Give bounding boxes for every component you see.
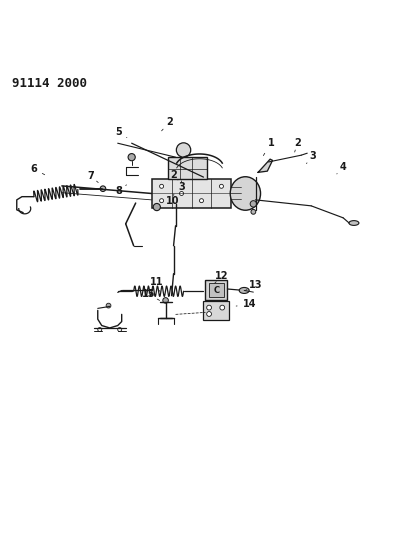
Text: 3: 3 [310,151,316,160]
Text: 3: 3 [178,182,185,192]
FancyBboxPatch shape [203,301,229,320]
Text: 2: 2 [170,169,177,180]
Circle shape [160,184,164,188]
Circle shape [219,184,223,188]
Text: C: C [213,286,219,295]
Text: 8: 8 [115,185,122,196]
Ellipse shape [230,177,261,210]
Circle shape [106,303,111,308]
Text: 91114 2000: 91114 2000 [12,77,87,90]
Circle shape [118,328,122,332]
Text: 2: 2 [294,138,300,148]
Circle shape [160,199,164,203]
Text: 13: 13 [249,280,262,290]
Circle shape [251,209,256,214]
Ellipse shape [349,221,359,225]
Text: 10: 10 [166,196,179,206]
Circle shape [220,305,225,310]
Text: 12: 12 [215,271,228,281]
Text: 2: 2 [166,117,173,127]
FancyBboxPatch shape [152,179,231,208]
Circle shape [200,199,203,203]
Text: 6: 6 [31,164,37,174]
Circle shape [176,143,191,157]
Circle shape [128,154,135,161]
Circle shape [98,328,102,332]
Text: 4: 4 [340,161,346,172]
Text: 11: 11 [150,278,164,287]
Circle shape [180,191,184,196]
Circle shape [250,200,257,207]
Ellipse shape [239,287,249,294]
Circle shape [153,204,160,211]
Text: 14: 14 [243,300,256,309]
FancyBboxPatch shape [209,283,224,297]
Text: 15: 15 [142,289,156,300]
FancyBboxPatch shape [168,157,207,179]
Text: 5: 5 [116,127,122,136]
FancyBboxPatch shape [205,280,227,301]
Circle shape [163,297,168,303]
Polygon shape [258,159,273,172]
Circle shape [100,186,106,191]
Text: 7: 7 [88,171,94,181]
Circle shape [207,305,211,310]
Circle shape [207,312,211,317]
Text: 1: 1 [268,138,275,148]
